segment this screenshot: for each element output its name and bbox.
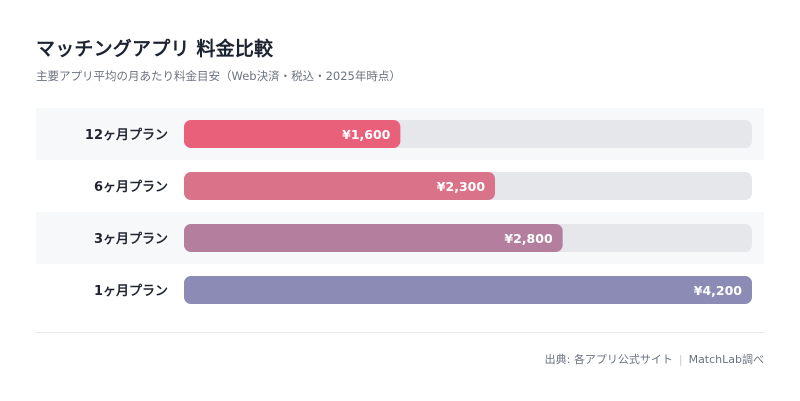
chart-title: マッチングアプリ 料金比較 — [36, 38, 274, 60]
bar-value-label: ¥2,800 — [504, 231, 553, 246]
category-label: 12ヶ月プラン — [85, 128, 168, 143]
category-label: 6ヶ月プラン — [94, 180, 168, 195]
footer-divider — [36, 332, 764, 333]
bar — [184, 276, 752, 304]
bar — [184, 120, 401, 148]
bar-value-label: ¥4,200 — [694, 283, 743, 298]
source-note: 出典: 各アプリ公式サイト | MatchLab調べ — [545, 351, 764, 367]
source-separator: | — [678, 353, 683, 366]
source-label: 出典: 各アプリ公式サイト — [544, 353, 673, 366]
chart-subtitle: 主要アプリ平均の月あたり料金目安（Web決済・税込・2025年時点） — [36, 69, 401, 83]
bar-chart: 12ヶ月プラン ¥1,600 6ヶ月プラン ¥2,300 3ヶ月プラン ¥2,800 1ヶ月… — [84, 120, 752, 304]
bar-value-label: ¥1,600 — [342, 127, 391, 142]
category-label: 3ヶ月プラン — [94, 232, 168, 247]
bar — [184, 224, 563, 252]
bar — [184, 172, 496, 200]
bar-value-label: ¥2,300 — [437, 179, 486, 194]
category-label: 1ヶ月プラン — [94, 284, 168, 299]
source-org: MatchLab調べ — [688, 353, 764, 366]
